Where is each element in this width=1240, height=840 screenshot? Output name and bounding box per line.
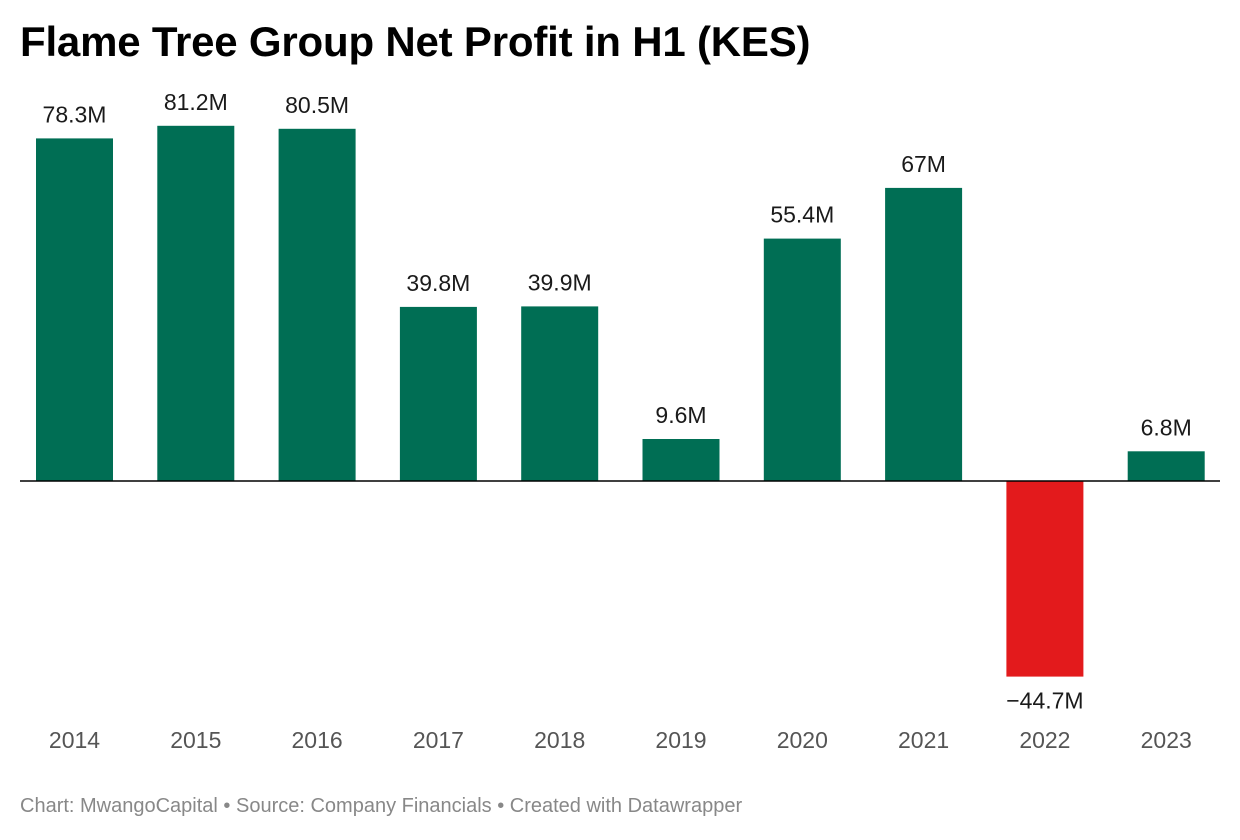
- x-tick-2019: 2019: [655, 727, 706, 753]
- bar-2021: [885, 187, 963, 481]
- bar-2014: [36, 138, 113, 481]
- x-tick-2020: 2020: [777, 727, 828, 753]
- value-label-2020: 55.4M: [770, 202, 834, 228]
- x-tick-2016: 2016: [292, 727, 343, 753]
- value-label-2022: −44.7M: [1006, 688, 1083, 714]
- x-tick-2023: 2023: [1141, 727, 1192, 753]
- value-label-2016: 80.5M: [285, 92, 349, 118]
- bar-2016: [278, 128, 356, 482]
- value-label-2023: 6.8M: [1141, 414, 1192, 440]
- x-tick-2021: 2021: [898, 727, 949, 753]
- value-label-2015: 81.2M: [164, 89, 228, 115]
- value-label-2021: 67M: [901, 151, 946, 177]
- bar-2017: [399, 306, 477, 481]
- chart-footer: Chart: MwangoCapital • Source: Company F…: [20, 795, 743, 817]
- x-tick-2014: 2014: [49, 727, 100, 753]
- chart-title: Flame Tree Group Net Profit in H1 (KES): [20, 18, 811, 65]
- value-label-2014: 78.3M: [43, 101, 107, 127]
- value-labels-group: 78.3M 81.2M 80.5M 39.8M 39.9M 9.6M 55.4M 67M −44…: [43, 89, 1192, 714]
- bar-2022: [1006, 481, 1084, 677]
- value-label-2017: 39.8M: [406, 270, 470, 296]
- bar-2019: [642, 439, 720, 481]
- bars-group: [36, 125, 1205, 677]
- value-label-2018: 39.9M: [528, 269, 592, 295]
- x-tick-2015: 2015: [170, 727, 221, 753]
- bar-2015: [157, 125, 235, 482]
- value-label-2019: 9.6M: [655, 402, 706, 428]
- x-tick-2018: 2018: [534, 727, 585, 753]
- x-tick-2017: 2017: [413, 727, 464, 753]
- x-tick-2022: 2022: [1019, 727, 1070, 753]
- bar-2018: [521, 306, 599, 481]
- bar-2023: [1127, 451, 1205, 482]
- bar-2020: [763, 238, 841, 481]
- x-axis-ticks-group: 2014 2015 2016 2017 2018 2019 2020 2021 2022 2023: [49, 727, 1192, 753]
